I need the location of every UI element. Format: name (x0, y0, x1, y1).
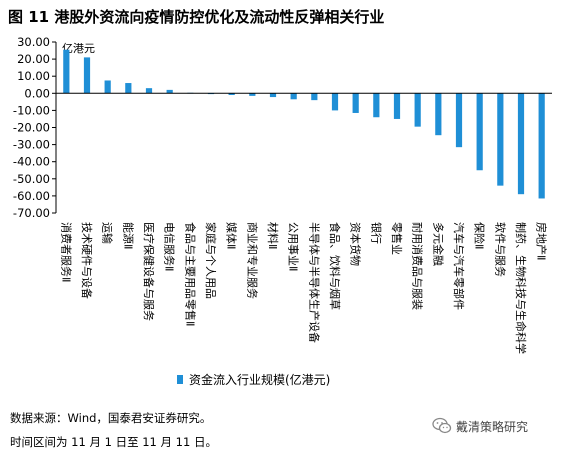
x-tick-label: 技术硬件与设备 (80, 222, 94, 299)
x-tick-label: 银行 (369, 222, 383, 244)
bar (145, 88, 153, 94)
x-tick-label: 食品与主要用品零售Ⅱ (183, 222, 197, 326)
x-tick-label: 房地产Ⅱ (535, 222, 549, 260)
x-tick-label: 材料Ⅱ (266, 222, 280, 249)
y-tick-label: 0.00 (24, 86, 50, 100)
x-tick-label: 电信服务Ⅱ (163, 222, 176, 271)
figure-title: 图 11 港股外资流向疫情防控优化及流动性反弹相关行业 (8, 8, 385, 26)
x-tick-label: 保险Ⅱ (473, 222, 487, 249)
bar (538, 93, 545, 199)
bar (83, 57, 91, 94)
bar (414, 93, 421, 127)
bar (497, 93, 504, 186)
bar (311, 93, 318, 101)
bar (249, 93, 256, 96)
x-tick-label: 汽车与汽车零部件 (452, 222, 466, 310)
x-tick-label: 资本货物 (349, 222, 363, 266)
y-tick-label: -30.00 (13, 138, 50, 152)
wechat-icon (432, 417, 452, 434)
y-tick-label: 10.00 (17, 69, 50, 83)
bar (269, 93, 277, 98)
bar (228, 93, 235, 96)
bar (393, 93, 401, 119)
bar (104, 80, 111, 94)
x-tick-label: 家庭与个人用品 (204, 222, 218, 299)
watermark-text: 戴清策略研究 (456, 419, 529, 434)
x-tick-label: 食品、饮料与烟草 (328, 222, 342, 310)
bar (63, 49, 70, 94)
x-tick-label: 零售业 (390, 222, 404, 255)
x-tick-label: 商业和专业服务 (245, 222, 259, 299)
watermark: 戴清策略研究 (432, 416, 528, 436)
time-range-note: 时间区间为 11 月 1 日至 11 月 11 日。 (10, 435, 217, 449)
y-tick-label: -50.00 (13, 172, 50, 186)
legend-label: 资金流入行业规模(亿港元) (189, 372, 330, 387)
x-tick-label: 多元金融 (431, 222, 445, 266)
bar (290, 93, 297, 100)
bar (476, 93, 483, 171)
bar (517, 93, 525, 195)
bar (455, 93, 463, 148)
bar-chart: 30.00 20.00 10.00 0.00 -10.00 -20.00 -30.00 -40… (13, 35, 552, 387)
x-tick-label: 医疗保健设备与服务 (142, 222, 156, 321)
y-tick-label: 30.00 (17, 35, 50, 49)
y-tick-label: -40.00 (13, 155, 50, 169)
y-tick-label: -10.00 (13, 103, 50, 117)
x-tick-label: 公用事业Ⅱ (287, 222, 300, 271)
x-tick-label: 媒体Ⅱ (225, 222, 239, 249)
x-tick-label: 消费者服务Ⅱ (59, 222, 73, 282)
bar (331, 93, 339, 111)
y-tick-label: -70.00 (13, 206, 50, 220)
x-tick-label: 软件与服务 (493, 222, 507, 277)
bar (166, 89, 173, 94)
y-tick-label: 20.00 (17, 52, 50, 66)
y-tick-label: -20.00 (13, 121, 50, 135)
bar (125, 83, 132, 94)
x-tick-label: 半导体与半导体生产设备 (307, 222, 321, 343)
footer: 数据来源：Wind，国泰君安证券研究。 时间区间为 11 月 1 日至 11 月… (10, 406, 217, 454)
x-tick-label: 制药、生物科技与生命科学 (514, 222, 528, 354)
x-tick-label: 耐用消费品与服装 (411, 222, 425, 310)
bar (435, 93, 442, 136)
data-source-note: 数据来源：Wind，国泰君安证券研究。 (10, 411, 212, 425)
bar (352, 93, 359, 113)
x-tick-label: 运输 (101, 222, 115, 244)
legend-swatch (177, 375, 183, 384)
y-tick-label: -60.00 (13, 189, 50, 203)
unit-label: 亿港元 (62, 42, 95, 55)
bar (373, 93, 380, 118)
x-tick-label: 能源Ⅱ (121, 222, 135, 249)
